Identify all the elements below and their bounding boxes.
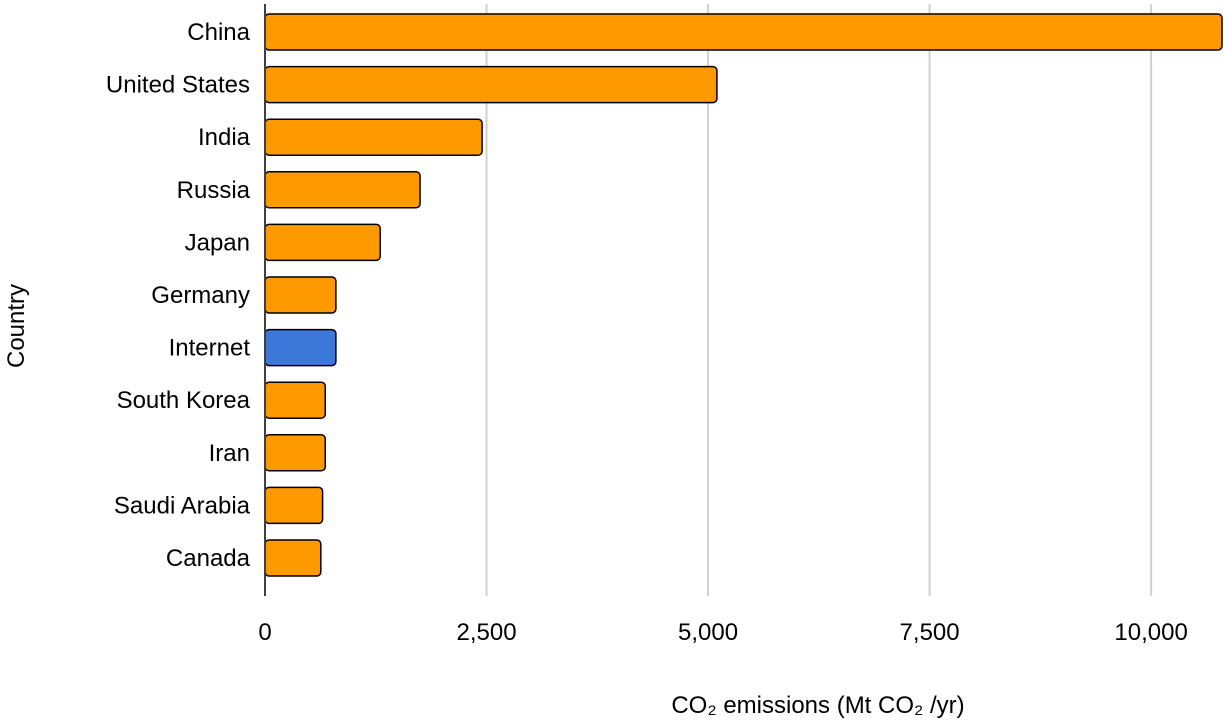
category-label-russia: Russia [177,177,251,204]
bar-canada [264,539,322,577]
category-label-iran: Iran [209,440,250,467]
bar-india [264,118,483,156]
x-tick-label-0: 0 [258,619,271,646]
x-axis-title: CO₂ emissions (Mt CO₂ /yr) [671,692,964,719]
bar-japan [264,223,381,262]
category-label-united-states: United States [106,72,250,99]
category-label-saudi-arabia: Saudi Arabia [114,492,251,519]
category-label-japan: Japan [185,229,250,256]
bar-united-states [264,65,718,104]
bar-russia [264,171,421,209]
category-label-internet: Internet [169,335,251,362]
category-labels: China United States India Russia Japan German… [106,19,251,572]
category-label-canada: Canada [166,545,251,572]
bars [264,13,1223,577]
y-axis-title: Country [3,284,30,368]
bar-germany [264,276,337,314]
x-tick-label-10000: 10,000 [1114,619,1187,646]
bar-south-korea [264,381,327,419]
x-tick-label-5000: 5,000 [678,619,738,646]
bar-china [264,13,1223,51]
category-label-south-korea: South Korea [117,387,251,414]
bar-iran [264,434,327,472]
x-tick-labels: 0 2,500 5,000 7,500 10,000 [258,619,1187,646]
category-label-china: China [187,19,250,46]
x-tick-label-2500: 2,500 [456,619,516,646]
bar-saudi-arabia [264,486,324,525]
category-label-india: India [198,124,251,151]
x-tick-label-7500: 7,500 [900,619,960,646]
category-label-germany: Germany [151,282,250,309]
bar-internet [264,328,337,367]
